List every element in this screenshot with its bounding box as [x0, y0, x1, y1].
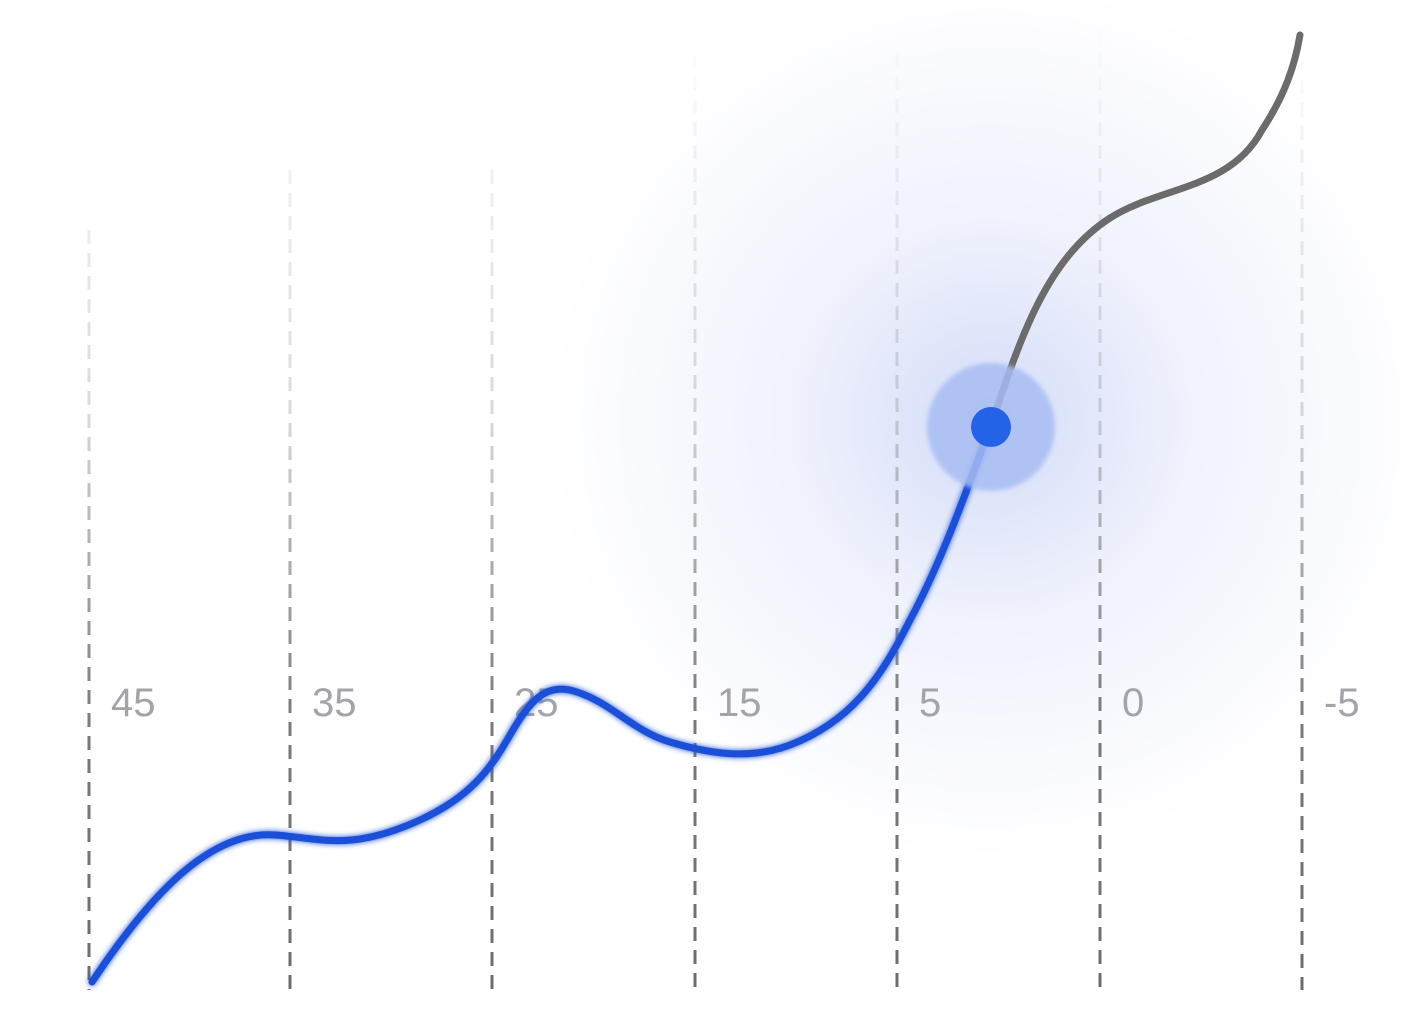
x-tick-label: 5 [919, 681, 941, 725]
highlight-point[interactable] [971, 407, 1011, 447]
x-tick-label: 15 [717, 681, 762, 725]
active-line-segment [88, 424, 994, 986]
x-tick-label: 45 [111, 681, 156, 725]
grid-lines [87, 30, 1304, 990]
inactive-line-segment [986, 31, 1304, 432]
x-tick-label: 35 [312, 681, 357, 725]
x-tick-label: 0 [1122, 681, 1144, 725]
x-tick-labels: 45 35 25 15 5 0 -5 [111, 681, 1360, 725]
x-tick-label: -5 [1324, 681, 1360, 725]
